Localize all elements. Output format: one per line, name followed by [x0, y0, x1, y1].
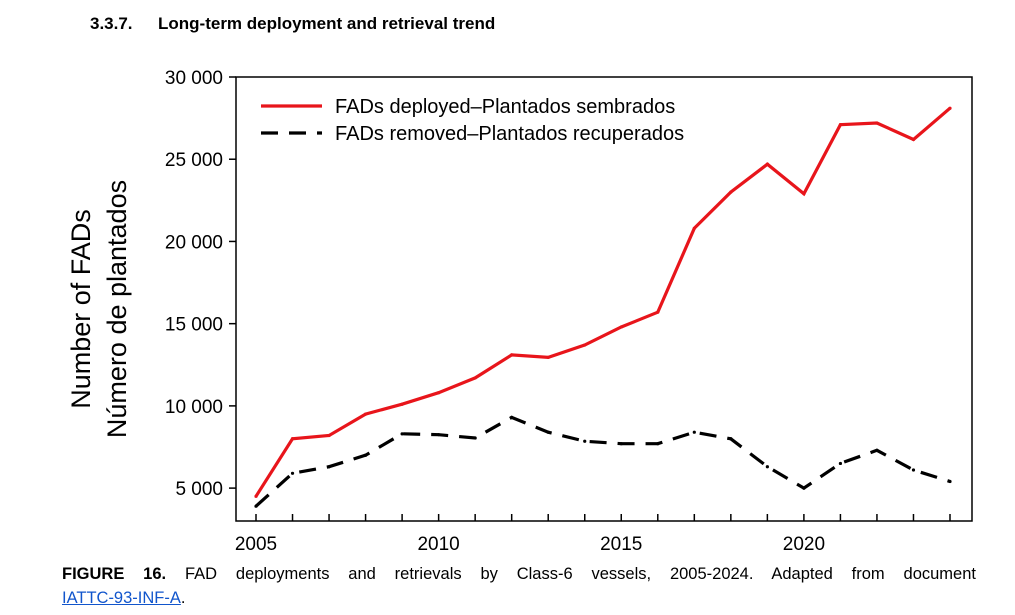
data-point-deployed [656, 310, 660, 314]
data-point-deployed [254, 494, 258, 498]
data-point-deployed [400, 402, 404, 406]
y-tick-label: 25 000 [165, 150, 223, 171]
plot-frame [235, 76, 973, 522]
y-tick-label: 30 000 [165, 68, 223, 89]
data-point-deployed [765, 162, 769, 166]
data-point-removed [510, 415, 514, 419]
y-tick-label: 10 000 [165, 397, 223, 418]
legend-label-deployed: FADs deployed–Plantados sembrados [335, 96, 675, 118]
data-point-deployed [948, 106, 952, 110]
x-tick-label: 2020 [783, 534, 825, 555]
data-point-removed [802, 486, 806, 490]
figure-caption: FIGURE 16. FAD deployments and retrieval… [62, 562, 976, 586]
section-heading: 3.3.7. Long-term deployment and retrieval… [90, 14, 495, 34]
x-tick-label: 2010 [417, 534, 459, 555]
data-point-deployed [838, 123, 843, 127]
legend-label-removed: FADs removed–Plantados recuperados [335, 123, 684, 145]
data-point-removed [290, 471, 295, 475]
data-point-deployed [619, 325, 623, 329]
data-point-removed [729, 437, 733, 441]
data-point-deployed [363, 412, 368, 416]
section-title: Long-term deployment and retrieval trend [158, 14, 496, 33]
data-point-removed [363, 453, 368, 457]
y-tick-label: 15 000 [165, 315, 223, 336]
x-tick-label: 2015 [600, 534, 642, 555]
data-point-deployed [692, 226, 696, 230]
data-point-removed [875, 448, 879, 452]
document-link[interactable]: IATTC-93-INF-A [62, 589, 181, 607]
data-point-deployed [510, 353, 514, 357]
data-point-removed [656, 442, 660, 446]
series-line-deployed [254, 106, 952, 498]
data-point-removed [400, 432, 404, 436]
data-point-removed [546, 430, 550, 434]
data-point-deployed [729, 190, 733, 194]
series-line-removed [254, 415, 951, 508]
data-point-removed [765, 465, 769, 469]
data-point-removed [838, 461, 843, 466]
caption-text: FAD deployments and retrievals by Class-… [184, 565, 976, 583]
line-chart: 5 000 10 000 15 000 20 000 25 000 30 000 2005 2… [66, 68, 973, 555]
x-tick-label: 2005 [235, 534, 277, 555]
data-point-removed [327, 465, 331, 469]
data-point-deployed [802, 192, 806, 196]
data-point-deployed [437, 391, 441, 395]
data-point-deployed [546, 355, 550, 359]
y-tick-label: 20 000 [165, 232, 223, 253]
y-axis-title-es: Número de plantados [102, 180, 132, 438]
section-number: 3.3.7. [90, 14, 133, 33]
data-point-deployed [911, 137, 916, 142]
data-point-deployed [327, 433, 331, 438]
y-axis-title-en: Number of FADs [66, 209, 96, 409]
data-point-deployed [583, 343, 587, 347]
data-point-deployed [290, 437, 295, 441]
caption-end: . [180, 589, 186, 607]
data-point-removed [437, 433, 441, 437]
figure-caption-line2: IATTC-93-INF-A. [62, 586, 185, 610]
data-point-deployed [875, 121, 879, 125]
data-point-removed [692, 430, 696, 434]
data-point-removed [619, 442, 623, 446]
data-point-removed [948, 479, 952, 484]
data-point-deployed [473, 376, 477, 380]
data-point-removed [254, 504, 258, 508]
figure-label: FIGURE 16. [62, 565, 167, 583]
y-tick-label: 5 000 [175, 479, 223, 500]
data-point-removed [911, 468, 916, 472]
data-point-removed [583, 439, 587, 443]
data-point-removed [473, 436, 477, 440]
